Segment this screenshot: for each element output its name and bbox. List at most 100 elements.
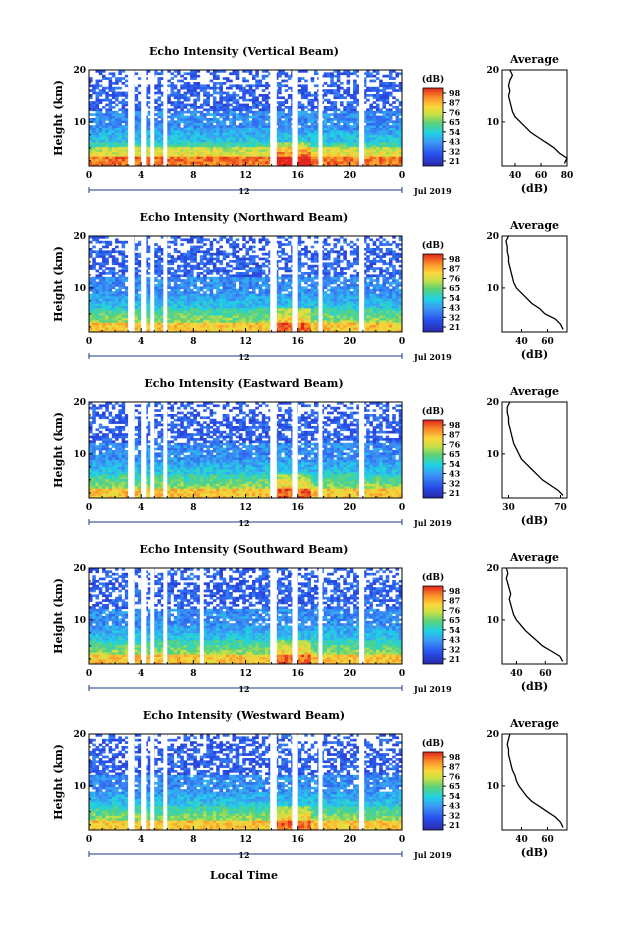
heatmap-cell [336, 291, 341, 294]
heatmap-cell [95, 149, 100, 152]
heatmap-cell [111, 320, 116, 323]
heatmap-cell [385, 134, 390, 138]
heatmap-cell [216, 151, 220, 155]
heatmap-cell [245, 70, 250, 73]
heatmap-cell [193, 72, 197, 76]
heatmap-cell [382, 82, 386, 85]
heatmap-cell [134, 132, 139, 136]
heatmap-cell [369, 308, 373, 311]
heatmap-cell [225, 288, 230, 292]
heatmap-cell [255, 137, 259, 140]
heatmap-cell [340, 144, 344, 148]
heatmap-cell [356, 139, 360, 143]
heatmap-cell [157, 312, 162, 316]
heatmap-cell [248, 298, 253, 302]
heatmap-cell [98, 293, 103, 297]
heatmap-cell [235, 151, 240, 155]
heatmap-cell [173, 288, 178, 292]
heatmap-cell [98, 132, 103, 136]
heatmap-cell [323, 161, 328, 164]
heatmap-cell [222, 70, 227, 73]
heatmap-cell [379, 142, 383, 145]
heatmap-cell [258, 327, 263, 330]
heatmap-cell [235, 84, 240, 88]
heatmap-cell [157, 82, 162, 85]
heatmap-cell [177, 130, 181, 133]
heatmap-cell [356, 317, 360, 321]
heatmap-cell [392, 149, 396, 152]
heatmap-cell [95, 142, 100, 145]
heatmap-cell [222, 315, 227, 318]
heatmap-cell [95, 86, 100, 90]
heatmap-cell [173, 158, 178, 162]
date-tick-label: 12 [238, 186, 249, 196]
heatmap-cell [212, 151, 217, 155]
heatmap-cell [216, 310, 220, 314]
heatmap-cell [89, 300, 93, 304]
heatmap-cell [108, 317, 113, 321]
heatmap-cell [258, 324, 263, 328]
heatmap-cell [92, 113, 96, 116]
heatmap-cell [382, 91, 386, 95]
heatmap-cell [336, 149, 341, 152]
heatmap-cell [115, 161, 119, 164]
heatmap-cell [323, 98, 328, 102]
heatmap-cell [209, 161, 214, 164]
heatmap-cell [392, 327, 396, 330]
heatmap-cell [388, 127, 393, 131]
heatmap-cell [89, 103, 93, 107]
heatmap-cell [183, 84, 188, 88]
heatmap-cell [212, 134, 217, 138]
heatmap-cell [160, 139, 165, 143]
heatmap-cell [212, 315, 217, 318]
heatmap-cell [297, 130, 302, 133]
heatmap-cell [92, 91, 96, 95]
heatmap-cell [375, 98, 380, 102]
heatmap-cell [343, 72, 347, 76]
heatmap-cell [340, 320, 344, 323]
heatmap-cell [369, 139, 373, 143]
heatmap-cell [248, 125, 253, 128]
heatmap-cell [310, 79, 315, 83]
heatmap-cell [203, 300, 207, 304]
heatmap-cell [199, 286, 204, 290]
heatmap-cell [398, 130, 403, 133]
heatmap-cell [193, 108, 197, 112]
heatmap-cell [330, 298, 334, 302]
heatmap-cell [242, 103, 246, 107]
heatmap-cell [203, 296, 207, 299]
heatmap-cell [111, 142, 116, 145]
heatmap-cell [154, 156, 158, 160]
heatmap-cell [160, 305, 165, 309]
heatmap-cell [353, 317, 357, 321]
heatmap-cell [157, 324, 162, 328]
heatmap-cell [124, 293, 129, 297]
heatmap-cell [235, 144, 240, 148]
heatmap-cell [219, 113, 223, 116]
heatmap-cell [222, 149, 227, 152]
heatmap-cell [385, 322, 390, 326]
heatmap-cell [297, 329, 302, 333]
heatmap-cell [346, 154, 351, 157]
heatmap-cell [137, 312, 142, 316]
heatmap-cell [307, 154, 312, 157]
heatmap-cell [261, 70, 266, 73]
heatmap-cell [105, 156, 109, 160]
heatmap-cell [362, 293, 367, 297]
heatmap-cell [248, 317, 253, 321]
heatmap-cell [343, 151, 347, 155]
heatmap-cell [385, 108, 390, 112]
heatmap-cell [398, 296, 403, 299]
heatmap-cell [284, 98, 289, 102]
heatmap-cell [193, 137, 197, 140]
heatmap-cell [375, 70, 380, 73]
heatmap-cell [105, 312, 109, 316]
heatmap-cell [92, 310, 96, 314]
heatmap-cell [121, 322, 126, 326]
heatmap-cell [343, 132, 347, 136]
heatmap-cell [261, 151, 266, 155]
heatmap-cell [304, 293, 308, 297]
heatmap-cell [385, 154, 390, 157]
heatmap-cell [199, 293, 204, 297]
heatmap-cell [287, 310, 292, 314]
